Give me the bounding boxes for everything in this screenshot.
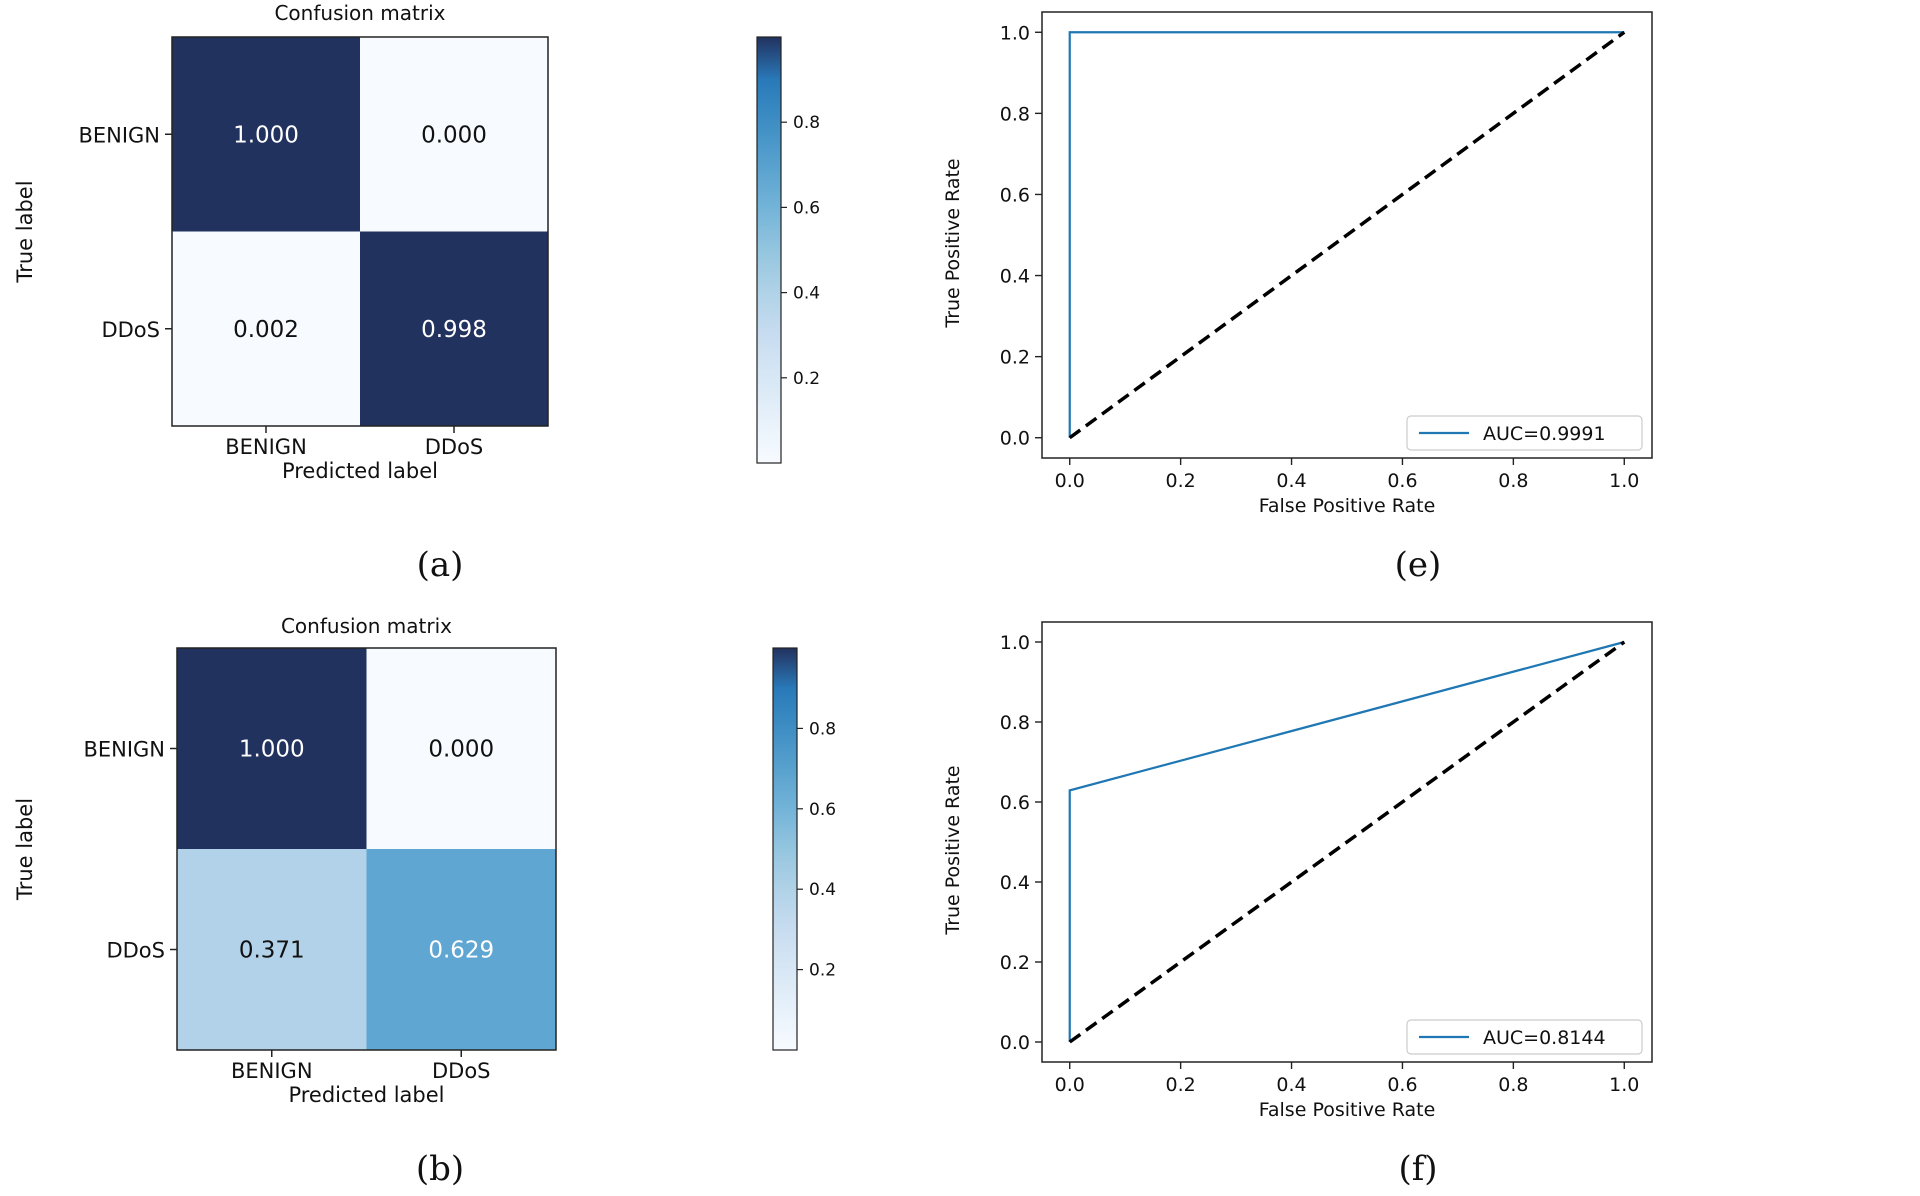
colorbar-tick-label: 0.4 (809, 880, 836, 900)
x-tick-label: 1.0 (1609, 470, 1639, 492)
heatmap-cell (172, 231, 360, 426)
heatmap-cell (360, 37, 548, 232)
colorbar-tick-label: 0.6 (809, 800, 836, 820)
chance-diagonal-line (1068, 640, 1626, 1044)
panel-caption: (f) (1398, 1149, 1437, 1189)
x-tick-label: 0.2 (1166, 1074, 1196, 1096)
heatmap-cell (360, 231, 548, 426)
cell-value-label: 0.371 (239, 938, 305, 964)
colorbar-tick-label: 0.2 (809, 961, 836, 981)
chart-title: Confusion matrix (281, 614, 452, 638)
cell-value-label: 0.998 (421, 317, 487, 343)
plot-frame (171, 36, 549, 427)
x-tick-label: 1.0 (1609, 1074, 1639, 1096)
y-tick-label: BENIGN (78, 123, 160, 147)
roc-curve (1068, 640, 1625, 1042)
cell-value-label: 0.000 (421, 122, 487, 148)
colorbar (772, 647, 798, 1051)
x-tick-label: 0.0 (1055, 1074, 1085, 1096)
y-tick-label: 0.2 (1000, 952, 1030, 974)
cell-value-label: 1.000 (233, 122, 299, 148)
y-tick-label: BENIGN (83, 738, 165, 762)
y-tick-label: 0.6 (1000, 792, 1030, 814)
x-tick-label: 0.2 (1166, 470, 1196, 492)
x-axis-label: Predicted label (288, 1083, 444, 1107)
heatmap-cell (177, 849, 367, 1050)
x-tick-label: DDoS (425, 435, 484, 459)
cell-value-label: 0.629 (428, 938, 494, 964)
x-tick-label: 0.8 (1498, 470, 1528, 492)
chance-diagonal-line (1068, 30, 1626, 440)
x-tick-label: 0.4 (1276, 1074, 1306, 1096)
legend-label: AUC=0.9991 (1483, 423, 1606, 445)
x-tick-label: 0.8 (1498, 1074, 1528, 1096)
y-tick-label: 1.0 (1000, 632, 1030, 654)
roc-plot-f: 0.0 0.2 0.4 0.6 0.8 1.0 0.0 0.2 0.4 0.6 0.8 1.0 Fals… (942, 621, 1653, 1189)
colorbar-tick-label: 0.2 (793, 369, 820, 389)
y-tick-label: 0.0 (1000, 1032, 1030, 1054)
y-axis-label: True Positive Rate (942, 765, 964, 935)
x-axis-label: False Positive Rate (1259, 495, 1436, 517)
x-tick-label: BENIGN (225, 435, 307, 459)
y-tick-label: 0.2 (1000, 347, 1030, 369)
panel-caption: (a) (417, 545, 464, 585)
cell-value-label: 1.000 (239, 737, 305, 763)
y-axis-label: True Positive Rate (942, 158, 964, 328)
x-tick-label: 0.4 (1276, 470, 1306, 492)
y-tick-label: 1.0 (1000, 22, 1030, 44)
y-tick-label: 0.8 (1000, 103, 1030, 125)
plot-frame (176, 647, 557, 1051)
y-tick-label: 0.6 (1000, 184, 1030, 206)
legend-box (1406, 415, 1643, 451)
confusion-matrix-a: Confusion matrix 1.000 0.000 0.002 0.998 BENI… (13, 1, 820, 585)
confusion-matrix-b: Confusion matrix 1.000 0.000 0.371 0.629 BENI… (13, 614, 836, 1189)
x-tick-label: 0.6 (1387, 470, 1417, 492)
y-axis-label: True label (13, 798, 37, 901)
heatmap-cell (172, 37, 360, 232)
colorbar-tick-label: 0.4 (793, 284, 820, 304)
colorbar-tick-label: 0.8 (809, 719, 836, 739)
panel-caption: (e) (1395, 545, 1442, 585)
x-axis-label: Predicted label (282, 459, 438, 483)
heatmap-cell (177, 648, 367, 849)
legend-label: AUC=0.8144 (1483, 1027, 1606, 1049)
panel-caption: (b) (416, 1149, 464, 1189)
y-tick-label: DDoS (106, 939, 165, 963)
y-tick-label: 0.4 (1000, 266, 1030, 288)
x-tick-label: 0.6 (1387, 1074, 1417, 1096)
colorbar (756, 36, 782, 464)
heatmap-cell (366, 849, 556, 1050)
y-tick-label: 0.4 (1000, 872, 1030, 894)
y-axis-label: True label (13, 180, 37, 283)
y-tick-label: 0.8 (1000, 712, 1030, 734)
cell-value-label: 0.000 (428, 737, 494, 763)
legend-box (1406, 1019, 1643, 1055)
colorbar-tick-label: 0.8 (793, 113, 820, 133)
roc-plot-e: 0.0 0.2 0.4 0.6 0.8 1.0 0.0 0.2 0.4 0.6 0.8 1.0 Fals… (942, 11, 1653, 585)
y-tick-label: DDoS (101, 318, 160, 342)
roc-curve (1068, 31, 1625, 438)
colorbar-tick-label: 0.6 (793, 198, 820, 218)
y-tick-label: 0.0 (1000, 428, 1030, 450)
x-tick-label: BENIGN (231, 1059, 313, 1083)
chart-title: Confusion matrix (274, 1, 445, 25)
x-tick-label: DDoS (432, 1059, 491, 1083)
cell-value-label: 0.002 (233, 317, 299, 343)
heatmap-cell (366, 648, 556, 849)
x-tick-label: 0.0 (1055, 470, 1085, 492)
x-axis-label: False Positive Rate (1259, 1099, 1436, 1121)
